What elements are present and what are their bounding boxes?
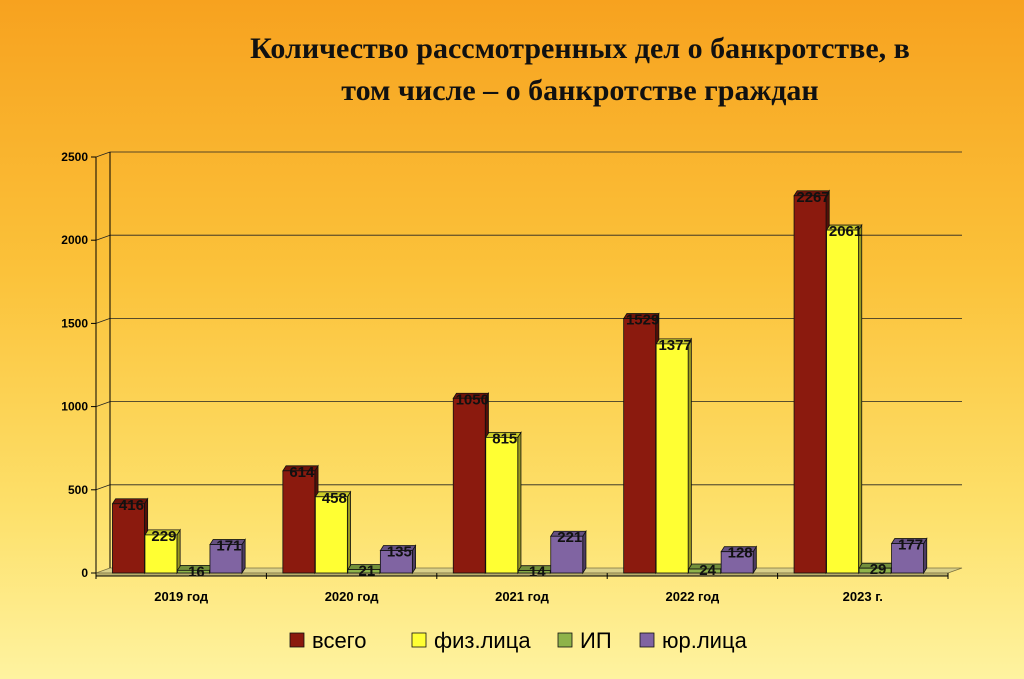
y-tick-label: 1500 xyxy=(61,316,88,330)
data-label: 171 xyxy=(216,538,241,555)
legend-swatch xyxy=(411,632,427,648)
bar-юр.лица-2019 год xyxy=(209,544,243,574)
y-tick-label: 0 xyxy=(81,566,88,580)
bar-всего-2020 год xyxy=(282,470,316,574)
data-label: 1377 xyxy=(658,337,691,354)
data-label: 1050 xyxy=(456,391,489,408)
bar-физ.лица-2023 г. xyxy=(826,229,859,574)
y-tick-label: 2000 xyxy=(61,233,88,247)
data-label: 614 xyxy=(289,464,315,481)
data-label: 2267 xyxy=(796,189,829,206)
x-axis: 2019 год 2020 год 2021 год 2022 год 2023 г. xyxy=(95,573,949,604)
data-label: 815 xyxy=(492,430,517,447)
bar-ИП-2023 г. xyxy=(858,567,892,574)
bar-физ.лица-2022 год xyxy=(655,343,689,574)
data-label: 458 xyxy=(322,490,347,507)
data-label: 416 xyxy=(119,497,144,514)
bar-физ.лица-2019 год xyxy=(144,534,178,574)
bar-всего-2021 год xyxy=(452,397,486,574)
data-label: 1529 xyxy=(626,312,659,329)
legend: всего физ.лица ИП юр.лица xyxy=(289,628,748,653)
bar-side xyxy=(687,337,692,575)
data-label: 128 xyxy=(728,545,753,562)
gridline-depth xyxy=(95,484,111,491)
bar-side xyxy=(582,529,587,575)
legend-label: всего xyxy=(312,628,366,653)
legend-swatch xyxy=(639,632,655,648)
x-tick-label: 2023 г. xyxy=(843,589,883,604)
data-labels: 416 229 16 171 614 458 21 135 1050 815 14 221 1529 13… xyxy=(119,189,923,581)
legend-swatch xyxy=(557,632,573,648)
bar-юр.лица-2022 год xyxy=(720,551,754,574)
bar-юр.лица-2020 год xyxy=(379,550,413,574)
bar-всего-2019 год xyxy=(112,503,145,574)
bar-всего-2022 год xyxy=(623,318,657,574)
bar-ИП-2021 год xyxy=(517,570,551,574)
chart-title: Количество рассмотренных дел о банкротст… xyxy=(250,32,910,107)
data-label: 21 xyxy=(359,563,376,580)
data-label: 16 xyxy=(188,563,205,580)
data-label: 229 xyxy=(151,528,176,545)
bar-ИП-2019 год xyxy=(177,569,210,574)
bar-side xyxy=(923,537,928,575)
y-tick-label: 500 xyxy=(68,483,88,497)
gridline-depth xyxy=(95,151,111,158)
x-tick-label: 2020 год xyxy=(325,589,380,604)
data-label: 29 xyxy=(870,561,887,578)
gridline-depth xyxy=(95,318,111,324)
data-label: 177 xyxy=(898,537,923,554)
legend-label: физ.лица xyxy=(434,628,531,653)
chart-title-line-2: том числе – о банкротстве граждан xyxy=(341,74,818,107)
data-label: 135 xyxy=(387,544,412,561)
bar-юр.лица-2023 г. xyxy=(891,543,924,574)
legend-label: ИП xyxy=(580,628,612,653)
data-label: 221 xyxy=(557,529,582,546)
bar-юр.лица-2021 год xyxy=(550,535,584,574)
y-tick-label: 1000 xyxy=(61,400,88,414)
chart-title-line-1: Количество рассмотренных дел о банкротст… xyxy=(250,32,910,65)
bar-ИП-2020 год xyxy=(347,569,381,574)
bar-всего-2023 г. xyxy=(793,195,827,574)
bar-физ.лица-2020 год xyxy=(314,496,348,574)
bar-side xyxy=(858,223,863,575)
legend-swatch xyxy=(289,632,305,648)
x-tick-label: 2021 год xyxy=(495,589,550,604)
x-tick-label: 2022 год xyxy=(666,589,721,604)
data-label: 24 xyxy=(699,562,716,579)
x-tick-label: 2019 год xyxy=(154,589,209,604)
gridline-depth xyxy=(95,401,111,407)
bar-ИП-2022 год xyxy=(688,568,722,574)
bar-физ.лица-2021 год xyxy=(485,436,519,574)
legend-label: юр.лица xyxy=(662,628,748,653)
data-label: 14 xyxy=(529,564,546,581)
y-tick-label: 2500 xyxy=(61,150,88,164)
bar-side xyxy=(517,431,522,575)
gridline-depth xyxy=(95,234,111,241)
bar-side xyxy=(241,538,246,575)
bars xyxy=(111,189,928,575)
data-label: 2061 xyxy=(829,223,862,240)
y-axis: 0 500 1000 1500 2000 2500 xyxy=(61,150,111,580)
bar-side xyxy=(346,490,351,575)
